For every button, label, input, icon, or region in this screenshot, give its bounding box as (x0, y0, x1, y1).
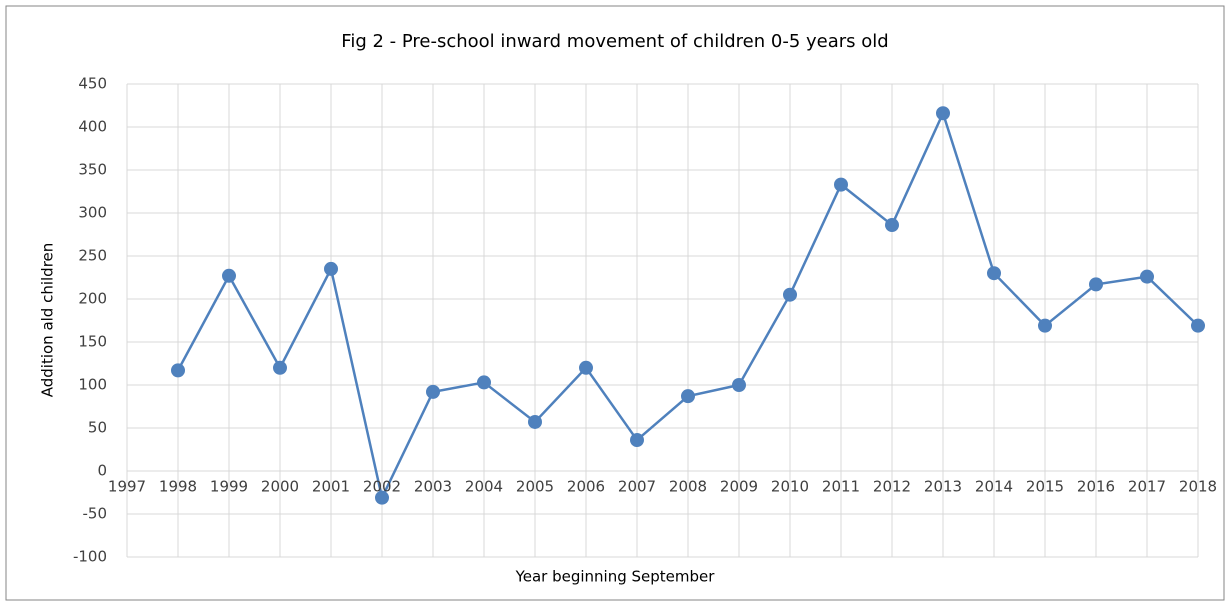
data-point (1140, 269, 1154, 284)
x-axis-label: Year beginning September (515, 568, 716, 586)
data-point (732, 378, 746, 392)
y-tick-label: 0 (97, 462, 107, 480)
data-point (783, 287, 797, 302)
x-tick-label: 2016 (1077, 478, 1115, 496)
data-point (987, 266, 1001, 281)
data-point (273, 360, 287, 375)
y-axis-label: Addition ald children (39, 243, 57, 398)
data-point (426, 384, 440, 399)
x-tick-label: 2000 (261, 478, 299, 496)
y-tick-label: 350 (78, 161, 107, 179)
x-tick-label: 2002 (363, 478, 401, 496)
data-point (630, 433, 644, 448)
chart-title: Fig 2 - Pre-school inward movement of ch… (341, 31, 888, 52)
data-point (681, 389, 695, 404)
x-tick-label: 2014 (975, 478, 1013, 496)
x-tick-label: 2006 (567, 478, 605, 496)
x-tick-label: 1997 (108, 478, 146, 496)
y-tick-label: -100 (73, 548, 107, 566)
x-tick-label: 1999 (210, 478, 248, 496)
data-point (222, 268, 236, 283)
data-point (936, 106, 950, 121)
y-tick-label: 300 (78, 204, 107, 222)
x-tick-label: 1998 (159, 478, 197, 496)
y-tick-label: 200 (78, 290, 107, 308)
x-tick-label: 2003 (414, 478, 452, 496)
x-tick-label: 2005 (516, 478, 554, 496)
data-point (834, 177, 848, 192)
data-point (1089, 277, 1103, 292)
y-tick-label: 100 (78, 376, 107, 394)
data-point (1038, 318, 1052, 333)
x-tick-label: 2011 (822, 478, 860, 496)
data-point (1191, 318, 1205, 333)
x-tick-label: 2008 (669, 478, 707, 496)
y-tick-label: 50 (88, 419, 107, 437)
x-tick-label: 2012 (873, 478, 911, 496)
x-tick-label: 2018 (1179, 478, 1217, 496)
x-tick-label: 2010 (771, 478, 809, 496)
data-point (477, 375, 491, 390)
x-tick-label: 2017 (1128, 478, 1166, 496)
y-tick-label: 450 (78, 75, 107, 93)
data-point (375, 490, 389, 505)
data-point (885, 218, 899, 233)
y-tick-label: -50 (83, 505, 108, 523)
x-tick-label: 2009 (720, 478, 758, 496)
data-point (528, 414, 542, 429)
data-point (579, 360, 593, 375)
y-tick-label: 150 (78, 333, 107, 351)
y-tick-label: 400 (78, 118, 107, 136)
x-tick-label: 2001 (312, 478, 350, 496)
data-point (324, 261, 338, 276)
x-tick-label: 2013 (924, 478, 962, 496)
x-tick-label: 2015 (1026, 478, 1064, 496)
data-point (171, 363, 185, 378)
chart-frame (5, 5, 1225, 601)
x-tick-label: 2004 (465, 478, 503, 496)
y-tick-label: 250 (78, 247, 107, 265)
x-tick-label: 2007 (618, 478, 656, 496)
